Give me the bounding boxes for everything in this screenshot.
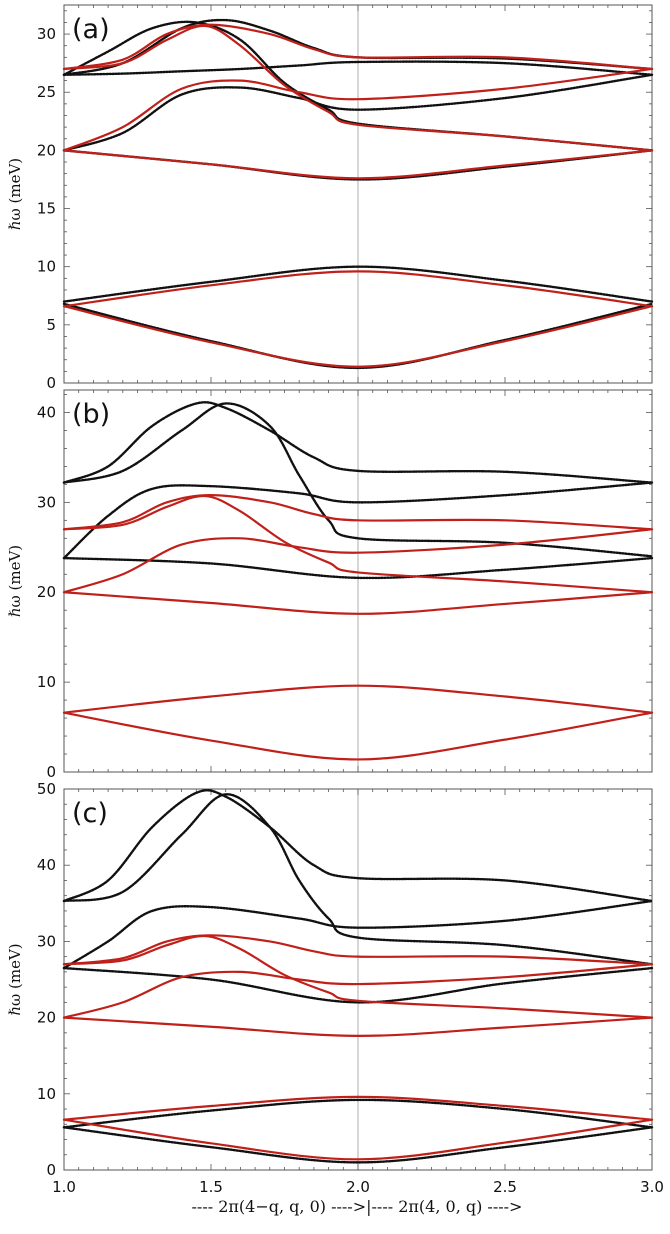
y-tick-label: 25 [37, 83, 56, 101]
y-tick-label: 15 [37, 200, 56, 218]
panel-c: 0 10 20 30 40 50 ℏω (meV) (c) [6, 780, 654, 1179]
y-tick-label: 5 [46, 316, 56, 334]
dispersion-branch-red-4 [62, 1016, 654, 1037]
dispersion-branch-red-5 [62, 684, 654, 714]
panel-label: (a) [72, 14, 110, 45]
y-axis-label: ℏω (meV) [6, 545, 24, 617]
panel-b: 0 10 20 30 40 ℏω (meV) (b) [6, 389, 654, 781]
dispersion-branch-black-2 [62, 402, 654, 558]
series-black [62, 401, 654, 580]
dispersion-branch-red-6 [62, 1118, 654, 1161]
y-tick-label: 40 [37, 403, 56, 421]
dispersion-branch-black-3 [62, 481, 654, 560]
dispersion-branch-red-3 [62, 528, 654, 594]
panels: 0 5 10 15 20 25 30 ℏω (meV) (a) 0 10 20 30 40 ℏω (meV)… [6, 4, 654, 1179]
x-axis-label: ---- 2π(4−q, q, 0) ---->|---- 2π(4, 0, q… [192, 1197, 523, 1216]
y-tick-label: 40 [37, 856, 56, 874]
y-tick-label: 30 [37, 932, 56, 950]
panel-label: (c) [72, 798, 108, 829]
y-tick-label: 30 [37, 25, 56, 43]
series-black [62, 789, 654, 1164]
dispersion-branch-black-2 [62, 793, 654, 966]
y-tick-label: 20 [37, 583, 56, 601]
dispersion-branch-red-4 [62, 149, 654, 180]
y-tick-label: 50 [37, 780, 56, 798]
x-tick-label: 1.0 [52, 1178, 76, 1196]
dispersion-branch-black-6 [62, 265, 654, 303]
dispersion-branch-red-2 [62, 494, 654, 594]
dispersion-branch-black-1 [62, 401, 654, 484]
dispersion-branch-black-5 [62, 1098, 654, 1129]
x-tick-label: 3.0 [640, 1178, 664, 1196]
dispersion-branch-red-1 [62, 23, 654, 71]
dispersion-branch-red-1 [62, 494, 654, 531]
panel-label: (b) [72, 399, 110, 430]
dispersion-branch-black-7 [62, 302, 654, 370]
dispersion-branch-red-5 [62, 270, 654, 308]
dispersion-branch-red-2 [62, 24, 654, 152]
y-tick-label: 20 [37, 1009, 56, 1027]
x-tick-label: 1.5 [199, 1178, 223, 1196]
y-tick-label: 10 [37, 673, 56, 691]
dispersion-branch-black-3 [62, 899, 654, 970]
y-tick-label: 20 [37, 141, 56, 159]
panel-a: 0 5 10 15 20 25 30 ℏω (meV) (a) [6, 4, 654, 392]
dispersion-branch-black-6 [62, 1126, 654, 1164]
dispersion-branch-red-3 [62, 963, 654, 1019]
y-tick-label: 0 [46, 374, 56, 392]
dispersion-branch-red-3 [62, 67, 654, 152]
series-red [62, 934, 654, 1161]
series-red [62, 494, 654, 761]
dispersion-branch-black-4 [62, 73, 654, 152]
y-axis-label: ℏω (meV) [6, 943, 24, 1015]
dispersion-branch-black-1 [62, 18, 654, 76]
y-tick-label: 0 [46, 1161, 56, 1179]
y-tick-label: 10 [37, 1085, 56, 1103]
dispersion-branch-red-1 [62, 934, 654, 966]
y-tick-label: 10 [37, 258, 56, 276]
x-tick-label: 2.5 [493, 1178, 517, 1196]
y-axis-label: ℏω (meV) [6, 158, 24, 230]
series-red [62, 23, 654, 368]
dispersion-branch-black-4 [62, 556, 654, 580]
shared-x-axis: 1.0 1.5 2.0 2.5 3.0 [52, 1178, 664, 1196]
dispersion-branch-red-4 [62, 591, 654, 615]
y-tick-label: 0 [46, 763, 56, 781]
y-tick-label: 30 [37, 493, 56, 511]
dispersion-branch-red-2 [62, 934, 654, 1019]
dispersion-branch-red-6 [62, 711, 654, 761]
dispersion-branch-black-4 [62, 966, 654, 1004]
x-tick-label: 2.0 [346, 1178, 370, 1196]
dispersion-branch-red-6 [62, 305, 654, 368]
dispersion-branch-black-3 [62, 60, 654, 76]
dispersion-branch-red-5 [62, 1095, 654, 1121]
